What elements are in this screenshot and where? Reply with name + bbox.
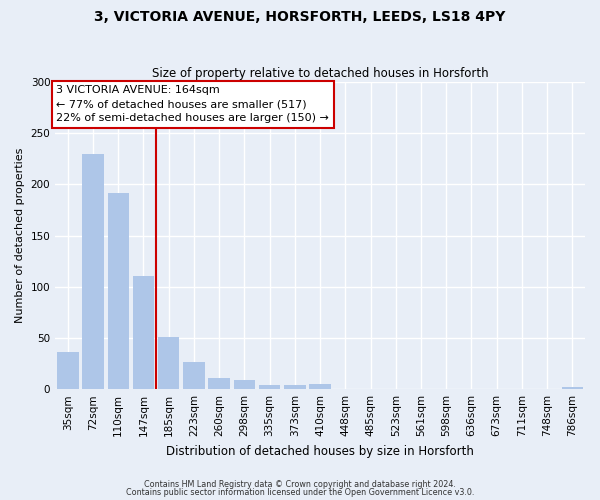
- Title: Size of property relative to detached houses in Horsforth: Size of property relative to detached ho…: [152, 66, 488, 80]
- Bar: [107, 192, 129, 389]
- Bar: [133, 276, 154, 389]
- Bar: [208, 378, 230, 389]
- Bar: [562, 387, 583, 389]
- Bar: [310, 384, 331, 389]
- Y-axis label: Number of detached properties: Number of detached properties: [15, 148, 25, 324]
- Bar: [183, 362, 205, 389]
- Bar: [158, 337, 179, 389]
- Bar: [284, 385, 305, 389]
- Text: Contains HM Land Registry data © Crown copyright and database right 2024.: Contains HM Land Registry data © Crown c…: [144, 480, 456, 489]
- Text: Contains public sector information licensed under the Open Government Licence v3: Contains public sector information licen…: [126, 488, 474, 497]
- Bar: [82, 154, 104, 389]
- Text: 3, VICTORIA AVENUE, HORSFORTH, LEEDS, LS18 4PY: 3, VICTORIA AVENUE, HORSFORTH, LEEDS, LS…: [94, 10, 506, 24]
- Bar: [233, 380, 255, 389]
- Bar: [259, 385, 280, 389]
- X-axis label: Distribution of detached houses by size in Horsforth: Distribution of detached houses by size …: [166, 444, 474, 458]
- Text: 3 VICTORIA AVENUE: 164sqm
← 77% of detached houses are smaller (517)
22% of semi: 3 VICTORIA AVENUE: 164sqm ← 77% of detac…: [56, 85, 329, 123]
- Bar: [57, 352, 79, 389]
